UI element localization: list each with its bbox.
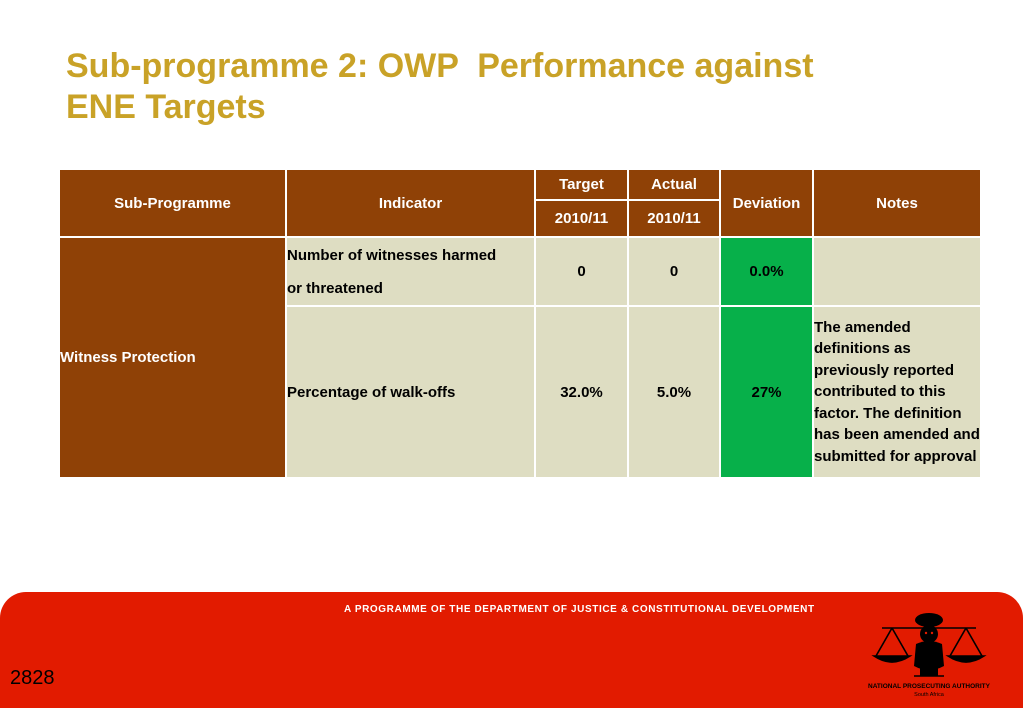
indicator-cell: Number of witnesses harmed or threatened bbox=[285, 236, 536, 307]
logo-name: NATIONAL PROSECUTING AUTHORITY bbox=[868, 683, 990, 690]
header-deviation: Deviation bbox=[719, 168, 814, 238]
notes-line: factor. The definition bbox=[814, 404, 962, 422]
footer-tagline: A PROGRAMME OF THE DEPARTMENT OF JUSTICE… bbox=[344, 604, 815, 615]
notes-cell bbox=[812, 236, 982, 307]
indicator-line-2: or threatened bbox=[287, 279, 383, 297]
actual-cell: 5.0% bbox=[627, 305, 721, 479]
slide-title-line-2: ENE Targets bbox=[66, 88, 266, 126]
notes-line: definitions as bbox=[814, 340, 911, 358]
table-row: Witness Protection Number of witnesses h… bbox=[58, 236, 982, 479]
deviation-cell: 0.0% bbox=[719, 236, 814, 307]
footer-band bbox=[0, 592, 1023, 708]
notes-line: contributed to this bbox=[814, 383, 946, 401]
notes-line: submitted for approval bbox=[814, 447, 977, 465]
notes-line: has been amended and bbox=[814, 426, 980, 444]
target-cell: 32.0% bbox=[534, 305, 629, 479]
slide-title-line-1: Sub-programme 2: OWP Performance against bbox=[66, 47, 814, 85]
actual-cell: 0 bbox=[627, 236, 721, 307]
npa-logo-icon bbox=[871, 613, 987, 677]
header-actual: Actual bbox=[627, 168, 721, 201]
logo-subtitle: South Africa bbox=[914, 692, 944, 698]
header-notes: Notes bbox=[812, 168, 982, 238]
page-number: 2828 bbox=[10, 667, 55, 689]
header-sub-programme: Sub-Programme bbox=[58, 168, 287, 238]
notes-line: The amended bbox=[814, 318, 911, 336]
slide-title: Sub-programme 2: OWP Performance against… bbox=[66, 46, 926, 128]
header-actual-year: 2010/11 bbox=[627, 199, 721, 238]
sub-programme-cell: Witness Protection bbox=[58, 236, 287, 479]
deviation-cell: 27% bbox=[719, 305, 814, 479]
header-indicator: Indicator bbox=[285, 168, 536, 238]
indicator-line-1: Number of witnesses harmed bbox=[287, 246, 497, 264]
indicator-cell: Percentage of walk-offs bbox=[285, 305, 536, 479]
header-target: Target bbox=[534, 168, 629, 201]
notes-cell: The amended definitions as previously re… bbox=[812, 305, 982, 479]
table-row: Percentage of walk-offs 32.0% 5.0% 27% T… bbox=[59, 305, 982, 479]
performance-table: Sub-Programme Indicator Target Actual De… bbox=[58, 168, 982, 479]
notes-line: previously reported bbox=[814, 361, 955, 379]
target-cell: 0 bbox=[534, 236, 629, 307]
header-target-year: 2010/11 bbox=[534, 199, 629, 238]
